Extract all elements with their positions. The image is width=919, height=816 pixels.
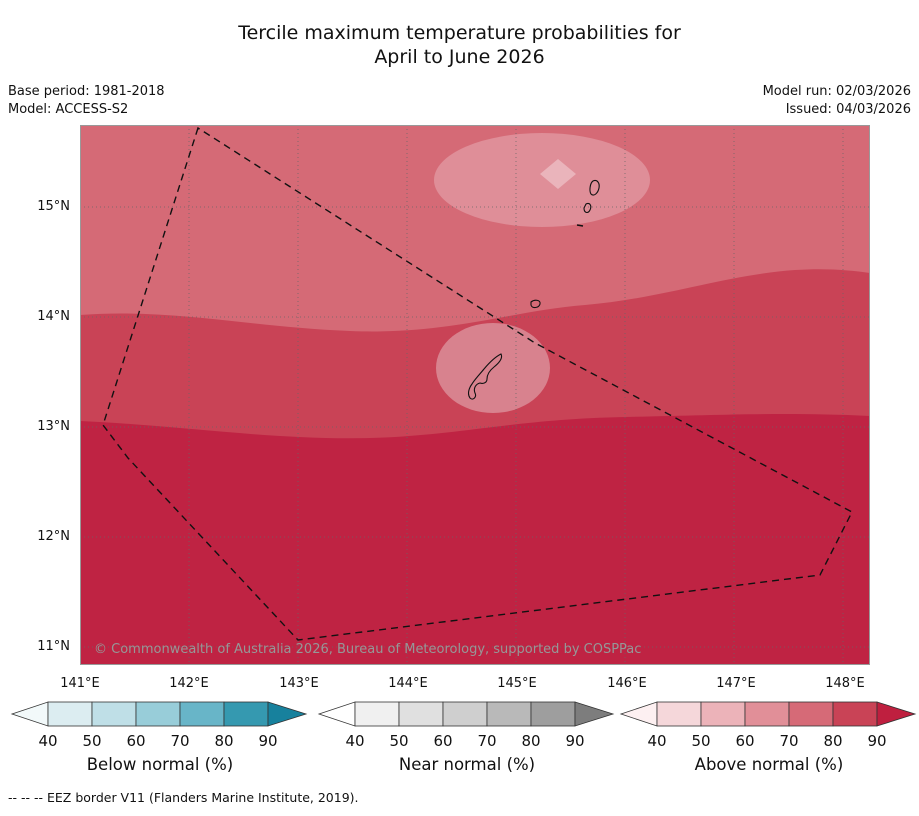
legend-cell xyxy=(700,701,746,727)
legend-arrow-left xyxy=(10,701,49,727)
model-label: Model: ACCESS-S2 xyxy=(8,102,129,117)
legend-arrow-right xyxy=(876,701,917,727)
figure-title-line2: April to June 2026 xyxy=(374,46,545,68)
legend-cell xyxy=(179,701,225,727)
island-guam-outline xyxy=(467,353,503,400)
legend-arrow-left xyxy=(317,701,356,727)
legend-tick-label: 70 xyxy=(779,732,798,750)
issued-label: Issued: 04/03/2026 xyxy=(785,102,911,117)
legend-tick-label: 90 xyxy=(565,732,584,750)
legend-tick-label: 80 xyxy=(521,732,540,750)
legend-cell xyxy=(91,701,137,727)
legend-cell xyxy=(47,701,93,727)
legend-tick-label: 80 xyxy=(823,732,842,750)
x-tick-147e: 147°E xyxy=(716,676,756,691)
probability-map: © Commonwealth of Australia 2026, Bureau… xyxy=(80,125,870,665)
legend-cell xyxy=(486,701,532,727)
y-tick-11n: 11°N xyxy=(37,639,70,654)
legend-arrow-right xyxy=(267,701,308,727)
legend-tick-label: 80 xyxy=(214,732,233,750)
legend-cell xyxy=(223,701,269,727)
legend-tick-label: 40 xyxy=(647,732,666,750)
legend-above-normal: 40 50 60 70 80 90 Above normal (%) xyxy=(619,700,919,774)
base-period-label: Base period: 1981-2018 xyxy=(8,84,165,99)
y-tick-15n: 15°N xyxy=(37,199,70,214)
eez-footnote: -- -- -- EEZ border V11 (Flanders Marine… xyxy=(8,790,359,805)
legend-arrow-right xyxy=(574,701,615,727)
eez-border xyxy=(102,126,853,641)
legend-tick-label: 60 xyxy=(126,732,145,750)
legend-cell xyxy=(530,701,576,727)
island-tinian-outline xyxy=(583,202,592,213)
legend-tick-label: 60 xyxy=(433,732,452,750)
y-tick-13n: 13°N xyxy=(37,419,70,434)
copyright-text: © Commonwealth of Australia 2026, Bureau… xyxy=(94,642,641,657)
legend-tick-label: 90 xyxy=(867,732,886,750)
legend-tick-label: 70 xyxy=(477,732,496,750)
figure-title-line1: Tercile maximum temperature probabilitie… xyxy=(238,22,681,44)
legend-colorbar: 40 50 60 70 80 90 xyxy=(619,701,917,750)
x-tick-145e: 145°E xyxy=(497,676,537,691)
legend-cell xyxy=(656,701,702,727)
legend-cell xyxy=(832,701,878,727)
legend-cell xyxy=(135,701,181,727)
legend-arrow-left xyxy=(619,701,658,727)
legend-tick-label: 60 xyxy=(735,732,754,750)
legend-title: Below normal (%) xyxy=(86,755,234,774)
x-tick-148e: 148°E xyxy=(825,676,865,691)
y-tick-14n: 14°N xyxy=(37,309,70,324)
island-rota-outline xyxy=(530,299,541,309)
legend-cell xyxy=(354,701,400,727)
x-tick-141e: 141°E xyxy=(60,676,100,691)
legend-tick-label: 50 xyxy=(389,732,408,750)
diamond-patch xyxy=(540,159,576,189)
legend-cell xyxy=(442,701,488,727)
legend-tick-label: 50 xyxy=(82,732,101,750)
x-tick-142e: 142°E xyxy=(169,676,209,691)
legend-colorbar: 40 50 60 70 80 90 xyxy=(10,701,308,750)
legend-title: Above normal (%) xyxy=(694,755,844,774)
x-tick-143e: 143°E xyxy=(279,676,319,691)
map-frame xyxy=(80,125,870,665)
legend-tick-label: 40 xyxy=(38,732,57,750)
y-tick-12n: 12°N xyxy=(37,529,70,544)
legend-tick-label: 50 xyxy=(691,732,710,750)
low-probability-patch xyxy=(434,133,650,227)
probability-band-deep xyxy=(80,414,870,665)
legend-tick-label: 70 xyxy=(170,732,189,750)
legend-cell xyxy=(788,701,834,727)
legend-near-normal: 40 50 60 70 80 90 Near normal (%) xyxy=(317,700,617,774)
legend-below-normal: 40 50 60 70 80 90 Below normal (%) xyxy=(10,700,310,774)
x-tick-144e: 144°E xyxy=(388,676,428,691)
legend-title: Near normal (%) xyxy=(398,755,536,774)
legend-tick-label: 40 xyxy=(345,732,364,750)
legend-tick-label: 90 xyxy=(258,732,277,750)
legend-cell xyxy=(398,701,444,727)
island-saipan-outline xyxy=(589,179,600,196)
model-run-label: Model run: 02/03/2026 xyxy=(762,84,911,99)
legend-cell xyxy=(744,701,790,727)
x-tick-146e: 146°E xyxy=(607,676,647,691)
legend-colorbar: 40 50 60 70 80 90 xyxy=(317,701,615,750)
island-aguijan-outline xyxy=(576,224,584,227)
